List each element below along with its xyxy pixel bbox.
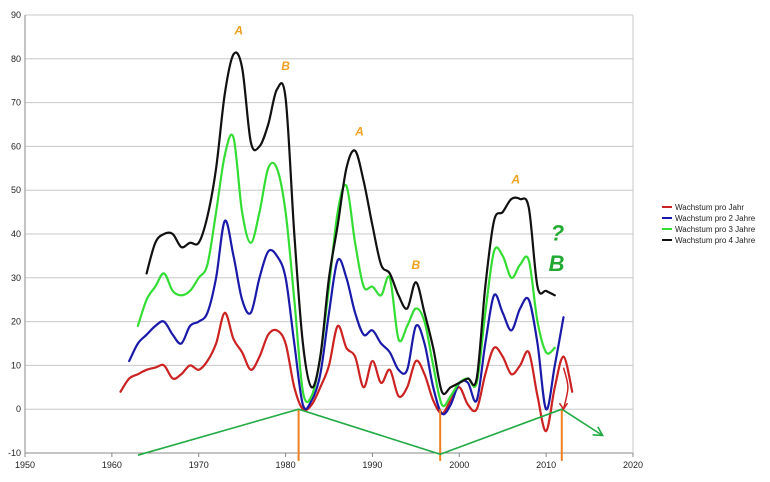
- y-tick-label: 20: [11, 317, 21, 327]
- y-tick-label: 50: [11, 185, 21, 195]
- series-lines: [119, 51, 574, 433]
- annotation-label-4: B: [412, 258, 421, 272]
- y-tick-label: 80: [11, 54, 21, 64]
- series-line-1: [119, 311, 574, 433]
- annotation-label-2: B: [281, 59, 290, 73]
- x-tick-label: 1950: [15, 460, 35, 470]
- x-tick-label: 2010: [536, 460, 556, 470]
- x-tick-label: 2020: [623, 460, 643, 470]
- y-tick-label: -10: [8, 448, 21, 458]
- annotation-label-7: B: [549, 251, 565, 276]
- legend-label-2: Wachstum pro 2 Jahre: [675, 214, 756, 223]
- series-line-2: [128, 219, 565, 416]
- x-tick-label: 1990: [362, 460, 382, 470]
- x-tick-label: 1980: [276, 460, 296, 470]
- y-tick-label: 30: [11, 273, 21, 283]
- y-tick-label: 40: [11, 229, 21, 239]
- red-arrow-line: [562, 367, 569, 410]
- annotation-label-1: A: [233, 24, 243, 38]
- series-line-4: [145, 51, 556, 396]
- annotation-label-5: A: [510, 173, 520, 187]
- y-tick-label: 0: [16, 404, 21, 414]
- y-tick-label: 70: [11, 98, 21, 108]
- legend-label-4: Wachstum pro 4 Jahre: [675, 236, 756, 245]
- y-tick-label: 90: [11, 10, 21, 20]
- legend-label-1: Wachstum pro Jahr: [675, 203, 744, 212]
- red-arrow-head: [558, 402, 569, 411]
- annotations: A B A B A? B: [137, 24, 605, 461]
- x-tick-label: 1960: [102, 460, 122, 470]
- annotation-label-3: A: [354, 124, 364, 138]
- x-tick-label: 1970: [189, 460, 209, 470]
- y-tick-label: 60: [11, 141, 21, 151]
- y-tick-label: 10: [11, 360, 21, 370]
- annotation-label-6: ?: [551, 221, 564, 246]
- legend: Wachstum pro Jahr Wachstum pro 2 Jahre Wac…: [662, 203, 756, 245]
- x-tick-label: 2000: [449, 460, 469, 470]
- legend-label-3: Wachstum pro 3 Jahre: [675, 225, 756, 234]
- axes: -10 0 10 20 30 40 50 60 70 80 90 1950 1960 1970 1980 19…: [8, 10, 643, 470]
- trend-arrow-head: [592, 426, 605, 437]
- trend-zigzag-line: [137, 408, 604, 456]
